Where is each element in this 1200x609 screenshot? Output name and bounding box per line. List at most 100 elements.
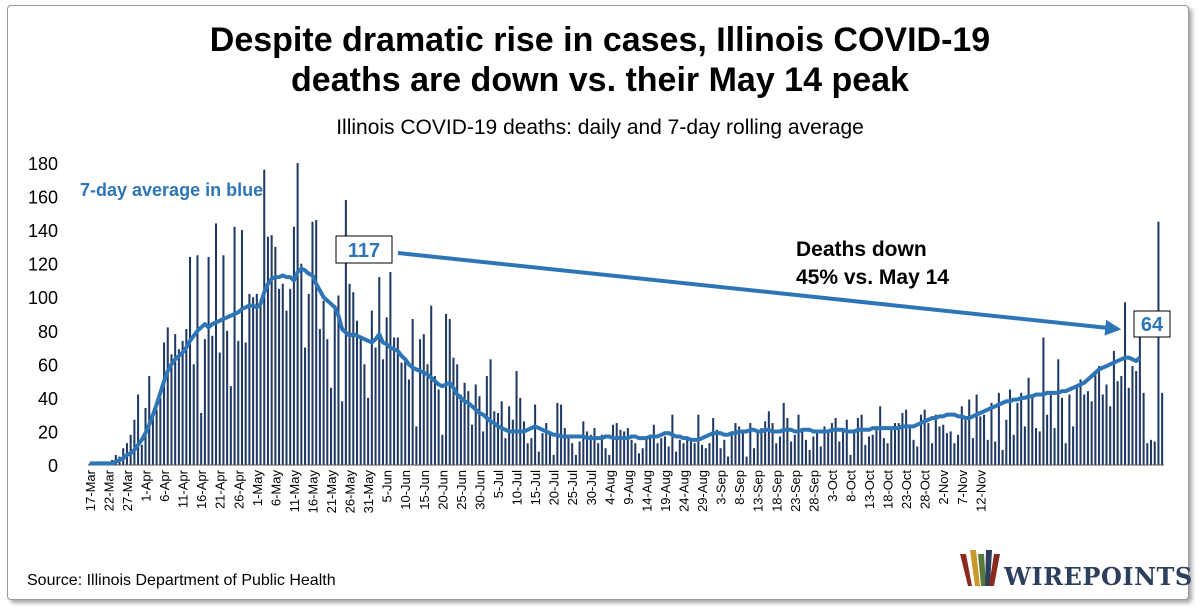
daily-deaths-bar xyxy=(218,352,221,465)
daily-deaths-bar xyxy=(1105,384,1108,465)
daily-deaths-bar xyxy=(214,223,218,465)
daily-deaths-bar xyxy=(960,406,963,465)
x-tick-label: 11-Apr xyxy=(176,469,191,508)
daily-deaths-bar xyxy=(463,382,466,465)
daily-deaths-bar xyxy=(593,428,596,465)
daily-deaths-bar xyxy=(240,230,243,465)
daily-deaths-bar xyxy=(808,449,811,465)
daily-deaths-bar xyxy=(448,319,451,465)
daily-deaths-bar xyxy=(563,428,566,465)
daily-deaths-bar xyxy=(804,439,807,465)
daily-deaths-bar xyxy=(1075,384,1078,465)
daily-deaths-bar xyxy=(515,371,518,465)
daily-deaths-bar xyxy=(1009,389,1012,465)
daily-deaths-bar xyxy=(500,401,503,465)
x-tick-label: 14-Aug xyxy=(639,470,654,512)
y-tick-label: 0 xyxy=(48,456,58,476)
daily-deaths-bar xyxy=(404,359,407,465)
daily-deaths-bar xyxy=(931,443,934,465)
x-tick-label: 10-Jun xyxy=(398,470,413,510)
daily-deaths-bar xyxy=(782,402,785,465)
daily-deaths-bar xyxy=(708,443,711,465)
daily-deaths-bar xyxy=(1064,443,1067,465)
daily-deaths-bar xyxy=(875,426,878,465)
daily-deaths-bar xyxy=(1127,387,1130,465)
daily-deaths-bar xyxy=(311,221,314,465)
daily-deaths-bar xyxy=(945,433,948,465)
latest-value-box xyxy=(1133,310,1171,338)
x-tick-label: 20-Jul xyxy=(547,470,562,506)
daily-deaths-bar xyxy=(385,317,388,465)
daily-deaths-bar xyxy=(812,436,815,465)
daily-deaths-bar xyxy=(318,329,321,465)
daily-deaths-bar xyxy=(233,226,236,465)
daily-deaths-bar xyxy=(997,392,1000,465)
daily-deaths-bar xyxy=(159,397,162,465)
daily-deaths-bar xyxy=(893,423,897,465)
daily-deaths-bar xyxy=(816,429,819,465)
daily-deaths-bar xyxy=(326,339,329,465)
daily-deaths-bar xyxy=(526,443,529,465)
daily-deaths-bar xyxy=(626,428,629,465)
daily-deaths-bar xyxy=(278,288,281,465)
title-line-2: deaths are down vs. their May 14 peak xyxy=(291,61,909,99)
daily-deaths-bar xyxy=(842,428,845,465)
daily-deaths-bar xyxy=(897,423,900,465)
daily-deaths-bar xyxy=(300,263,303,465)
daily-deaths-bar xyxy=(552,454,555,465)
daily-deaths-bar xyxy=(393,337,396,465)
daily-deaths-bar xyxy=(1079,379,1082,465)
callout-line-1: Deaths down xyxy=(796,238,927,261)
y-tick-label: 40 xyxy=(38,389,58,409)
daily-deaths-bar xyxy=(704,448,707,465)
daily-deaths-bar xyxy=(908,424,911,465)
daily-deaths-bar xyxy=(545,423,548,465)
daily-deaths-bar xyxy=(786,418,789,465)
x-tick-label: 20-Jun xyxy=(435,470,450,510)
daily-deaths-bar xyxy=(166,327,169,465)
y-tick-label: 100 xyxy=(28,288,58,308)
daily-deaths-bar xyxy=(266,236,269,465)
daily-deaths-bar xyxy=(623,431,626,465)
daily-deaths-bar xyxy=(452,357,455,465)
daily-deaths-bar xyxy=(1053,428,1056,465)
daily-deaths-bar xyxy=(1020,392,1023,465)
daily-deaths-bar xyxy=(445,314,448,465)
daily-deaths-bar xyxy=(868,436,871,465)
daily-deaths-bar xyxy=(333,305,336,465)
daily-deaths-bar xyxy=(396,337,399,465)
daily-deaths-bar xyxy=(916,446,919,465)
daily-deaths-bar xyxy=(1049,392,1052,465)
x-tick-label: 6-May xyxy=(268,470,283,507)
daily-deaths-bar xyxy=(355,320,359,465)
daily-deaths-bar xyxy=(767,411,770,465)
x-tick-label: 15-Jul xyxy=(528,470,543,506)
daily-deaths-bar xyxy=(1116,381,1119,465)
daily-deaths-bar xyxy=(723,439,726,465)
daily-deaths-bar xyxy=(615,423,618,465)
x-tick-label: 5-Jul xyxy=(491,470,506,498)
x-tick-label: 3-Sep xyxy=(714,470,729,505)
daily-deaths-bar xyxy=(292,226,295,465)
x-tick-label: 2-Nov xyxy=(936,470,951,505)
daily-deaths-bar xyxy=(578,441,581,465)
y-tick-label: 140 xyxy=(28,221,58,241)
daily-deaths-bar xyxy=(682,443,685,465)
daily-deaths-bar xyxy=(686,438,689,465)
daily-deaths-bar xyxy=(459,394,462,465)
daily-deaths-bar xyxy=(330,387,333,465)
daily-deaths-bar xyxy=(589,434,592,465)
daily-deaths-bar xyxy=(689,439,692,465)
x-tick-label: 16-Apr xyxy=(194,469,209,509)
daily-deaths-bar xyxy=(1161,392,1164,465)
daily-deaths-bar xyxy=(1068,394,1071,465)
daily-deaths-bar xyxy=(508,406,511,465)
x-tick-label: 30-Jun xyxy=(472,470,487,510)
daily-deaths-bar xyxy=(979,416,982,465)
daily-deaths-bar xyxy=(1060,397,1063,465)
x-tick-label: 1-Apr xyxy=(139,469,154,501)
x-tick-label: 15-Jun xyxy=(417,470,432,510)
x-tick-label: 31-May xyxy=(361,470,376,514)
wirepoints-logo-mark-icon xyxy=(960,550,1000,586)
daily-deaths-bar xyxy=(901,412,904,465)
